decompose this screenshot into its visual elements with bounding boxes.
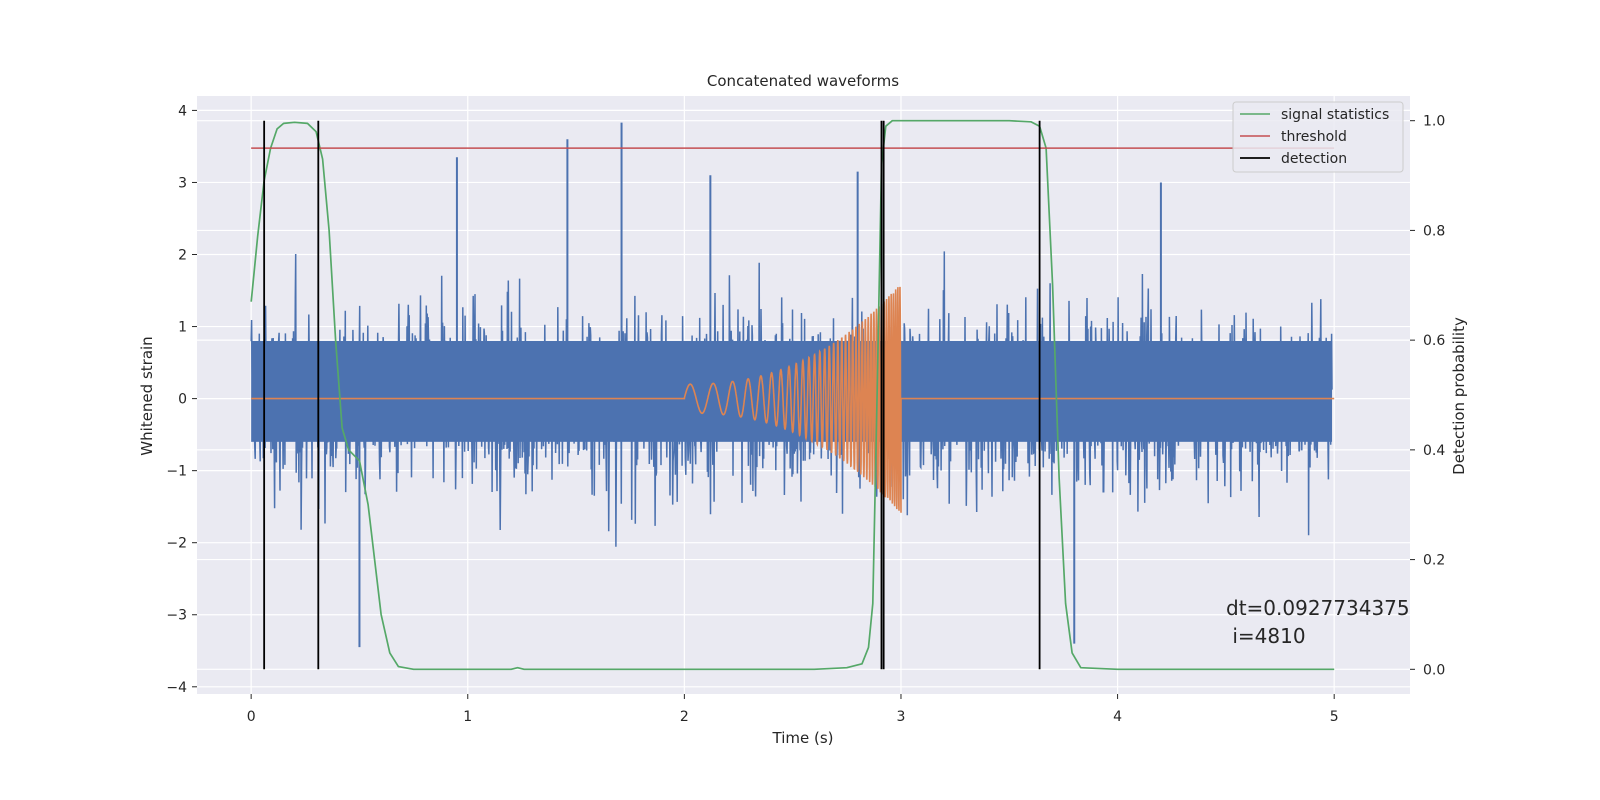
y-tick-label: −3 <box>166 608 187 624</box>
legend: signal statistics threshold detection <box>1232 101 1404 173</box>
x-tick-label: 0 <box>247 709 256 725</box>
y-tick-label: −1 <box>166 464 187 480</box>
legend-label-threshold: threshold <box>1281 129 1347 145</box>
y2-tick-label: 0.0 <box>1423 662 1445 678</box>
annotation: dt=0.0927734375 i=4810 <box>1226 596 1410 648</box>
chart-title: Concatenated waveforms <box>707 72 899 90</box>
x-tick-label: 2 <box>680 709 689 725</box>
chirp-line <box>251 286 1335 513</box>
y2-tick-label: 0.8 <box>1423 223 1445 239</box>
y2-axis-label: Detection probability <box>1450 317 1468 475</box>
y2-tick-label: 0.6 <box>1423 333 1445 349</box>
y-tick-label: 3 <box>178 175 187 191</box>
legend-box <box>1232 101 1404 173</box>
signal-statistics-line <box>250 119 1335 671</box>
y2-tick-label: 0.4 <box>1423 443 1445 459</box>
y-tick-label: 0 <box>178 392 187 408</box>
y-tick-label: 4 <box>178 103 187 119</box>
annotation-dt: dt=0.0927734375 <box>1226 596 1410 620</box>
detection-series <box>263 120 1041 670</box>
signal-statistics-series <box>250 119 1335 671</box>
y-axis-label: Whitened strain <box>138 336 156 455</box>
y-tick-label: 2 <box>178 248 187 264</box>
x-axis-label: Time (s) <box>772 729 834 747</box>
annotation-i: i=4810 <box>1226 624 1306 648</box>
axis-ticks: 0 1 2 3 4 5 −4 −3 −2 −1 0 1 2 3 4 0.0 0.2 0.4 0.6 0.8 1.0 <box>166 103 1445 725</box>
y-tick-label: −4 <box>166 680 187 696</box>
x-tick-label: 4 <box>1113 709 1122 725</box>
x-tick-label: 1 <box>463 709 472 725</box>
legend-label-detection: detection <box>1281 151 1347 167</box>
y2-tick-label: 1.0 <box>1423 114 1445 130</box>
y-tick-label: −2 <box>166 536 187 552</box>
chirp-series <box>251 286 1335 513</box>
x-tick-label: 3 <box>897 709 906 725</box>
x-tick-label: 5 <box>1330 709 1339 725</box>
y-tick-label: 1 <box>178 320 187 336</box>
legend-label-signal-statistics: signal statistics <box>1281 107 1389 123</box>
y2-tick-label: 0.2 <box>1423 553 1445 569</box>
